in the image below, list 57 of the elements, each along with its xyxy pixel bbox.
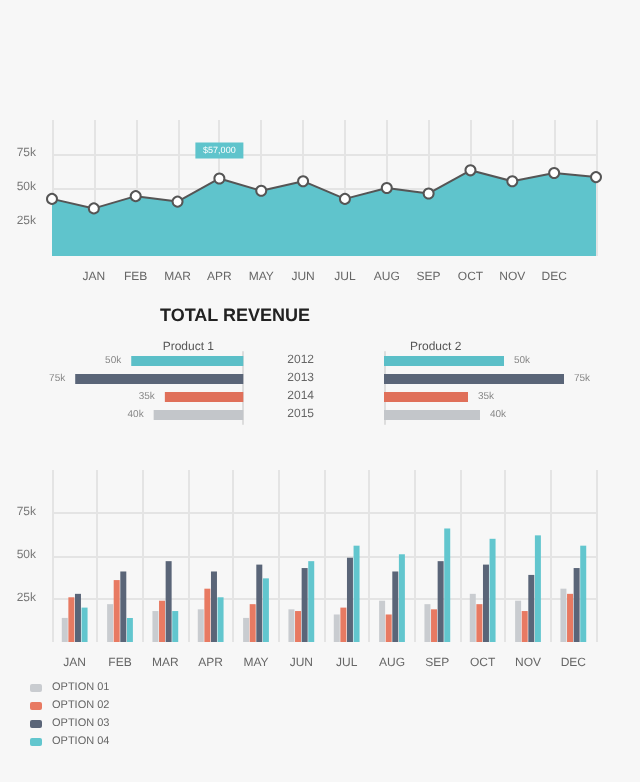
bar bbox=[424, 604, 431, 642]
bar bbox=[107, 604, 114, 642]
bar bbox=[340, 607, 347, 642]
bar bbox=[288, 609, 295, 642]
chart-title: TOTAL REVENUE bbox=[159, 305, 310, 325]
bar bbox=[165, 561, 172, 642]
bar bbox=[521, 611, 528, 642]
bar bbox=[379, 600, 386, 642]
bar bbox=[384, 356, 504, 366]
bar bbox=[567, 593, 574, 642]
bar bbox=[152, 611, 159, 642]
bar bbox=[560, 588, 567, 642]
bar bbox=[204, 588, 211, 642]
bar bbox=[431, 609, 438, 642]
bar bbox=[534, 535, 541, 642]
bar bbox=[295, 611, 302, 642]
bar bbox=[217, 597, 224, 642]
bar bbox=[75, 374, 244, 384]
bar bbox=[197, 609, 204, 642]
bar bbox=[384, 392, 468, 402]
bar bbox=[469, 593, 476, 642]
bar bbox=[384, 374, 564, 384]
bar bbox=[81, 607, 88, 642]
bar bbox=[164, 392, 244, 402]
bar bbox=[243, 617, 250, 642]
bar bbox=[74, 593, 81, 642]
bar bbox=[476, 604, 483, 642]
bar bbox=[392, 571, 399, 642]
bar bbox=[210, 571, 217, 642]
bar bbox=[580, 545, 587, 642]
bar bbox=[528, 574, 535, 642]
bar bbox=[120, 571, 127, 642]
bar bbox=[153, 410, 244, 420]
bar bbox=[515, 600, 522, 642]
bar bbox=[573, 568, 580, 642]
bar bbox=[482, 564, 489, 642]
bar bbox=[385, 614, 392, 642]
bar bbox=[262, 578, 269, 642]
bar bbox=[489, 538, 496, 642]
bar bbox=[346, 557, 353, 642]
bar bbox=[308, 561, 315, 642]
bar bbox=[333, 614, 340, 642]
bar bbox=[444, 528, 451, 642]
bar bbox=[172, 611, 179, 642]
bar bbox=[398, 554, 405, 642]
bar bbox=[301, 568, 308, 642]
bar bbox=[353, 545, 360, 642]
bar bbox=[131, 356, 244, 366]
bar bbox=[68, 597, 75, 642]
bar bbox=[113, 580, 120, 642]
bar bbox=[437, 561, 444, 642]
bar bbox=[61, 617, 68, 642]
bar bbox=[249, 604, 256, 642]
bar bbox=[126, 617, 133, 642]
bar bbox=[256, 564, 263, 642]
bar bbox=[159, 600, 166, 642]
bar bbox=[384, 410, 480, 420]
